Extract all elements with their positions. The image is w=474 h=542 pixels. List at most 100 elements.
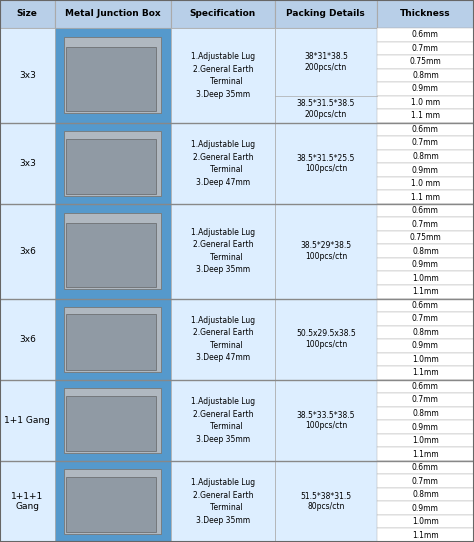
- Text: 38.5*31.5*38.5
200pcs/ctn: 38.5*31.5*38.5 200pcs/ctn: [297, 100, 355, 119]
- Bar: [377, 488, 474, 501]
- Bar: [377, 447, 474, 461]
- Text: 0.6mm: 0.6mm: [412, 382, 439, 391]
- Bar: [377, 95, 474, 109]
- Bar: [171, 28, 275, 122]
- Bar: [377, 474, 474, 488]
- Bar: [55, 0, 171, 28]
- Text: 1.Adjustable Lug
2.General Earth
   Terminal
3.Deep 35mm: 1.Adjustable Lug 2.General Earth Termina…: [191, 478, 255, 525]
- Text: 1.Adjustable Lug
2.General Earth
   Terminal
3.Deep 47mm: 1.Adjustable Lug 2.General Earth Termina…: [191, 140, 255, 186]
- Bar: [377, 217, 474, 231]
- Bar: [64, 37, 161, 113]
- Text: Size: Size: [17, 10, 38, 18]
- Text: 3x3: 3x3: [19, 159, 36, 168]
- Text: 0.6mm: 0.6mm: [412, 30, 439, 39]
- Text: 0.9mm: 0.9mm: [412, 165, 439, 175]
- Bar: [377, 82, 474, 95]
- Bar: [0, 204, 55, 299]
- Text: 51.5*38*31.5
80pcs/ctn: 51.5*38*31.5 80pcs/ctn: [301, 492, 351, 511]
- Text: 1.1 mm: 1.1 mm: [411, 112, 440, 120]
- Text: 50.5x29.5x38.5
100pcs/ctn: 50.5x29.5x38.5 100pcs/ctn: [296, 330, 356, 349]
- Bar: [0, 122, 55, 204]
- Bar: [377, 136, 474, 150]
- Text: 1+1+1
Gang: 1+1+1 Gang: [11, 492, 44, 511]
- Text: 1.Adjustable Lug
2.General Earth
   Terminal
3.Deep 35mm: 1.Adjustable Lug 2.General Earth Termina…: [191, 228, 255, 274]
- Bar: [377, 28, 474, 42]
- Text: 1.Adjustable Lug
2.General Earth
   Terminal
3.Deep 35mm: 1.Adjustable Lug 2.General Earth Termina…: [191, 52, 255, 99]
- Text: 0.75mm: 0.75mm: [410, 233, 441, 242]
- Text: 0.8mm: 0.8mm: [412, 409, 439, 418]
- Text: Packing Details: Packing Details: [286, 10, 365, 18]
- Text: 38*31*38.5
200pcs/ctn: 38*31*38.5 200pcs/ctn: [304, 52, 348, 72]
- Text: 0.7mm: 0.7mm: [412, 220, 439, 229]
- Bar: [171, 461, 275, 542]
- Text: 1.1mm: 1.1mm: [412, 369, 439, 377]
- Bar: [377, 326, 474, 339]
- Bar: [55, 28, 171, 122]
- Bar: [377, 163, 474, 177]
- Text: 38.5*31.5*25.5
100pcs/ctn: 38.5*31.5*25.5 100pcs/ctn: [297, 153, 355, 173]
- Bar: [55, 380, 171, 461]
- Bar: [377, 461, 474, 474]
- Bar: [377, 122, 474, 136]
- Bar: [64, 388, 161, 453]
- Bar: [377, 393, 474, 406]
- Bar: [377, 312, 474, 326]
- Bar: [377, 42, 474, 55]
- Bar: [377, 434, 474, 447]
- Bar: [275, 299, 377, 380]
- Bar: [377, 177, 474, 190]
- Text: 1.Adjustable Lug
2.General Earth
   Terminal
3.Deep 47mm: 1.Adjustable Lug 2.General Earth Termina…: [191, 316, 255, 363]
- Bar: [66, 47, 155, 111]
- Text: 1.Adjustable Lug
2.General Earth
   Terminal
3.Deep 35mm: 1.Adjustable Lug 2.General Earth Termina…: [191, 397, 255, 443]
- Bar: [275, 204, 377, 299]
- Text: 1.0mm: 1.0mm: [412, 436, 439, 445]
- Bar: [0, 461, 55, 542]
- Text: 0.9mm: 0.9mm: [412, 341, 439, 350]
- Text: 0.9mm: 0.9mm: [412, 423, 439, 431]
- Bar: [66, 139, 155, 193]
- Text: Thickness: Thickness: [400, 10, 451, 18]
- Bar: [377, 204, 474, 217]
- Bar: [171, 0, 275, 28]
- Text: 0.7mm: 0.7mm: [412, 44, 439, 53]
- Text: 0.7mm: 0.7mm: [412, 396, 439, 404]
- Bar: [275, 461, 377, 542]
- Text: 1.0 mm: 1.0 mm: [411, 98, 440, 107]
- Text: 0.9mm: 0.9mm: [412, 504, 439, 513]
- Bar: [377, 231, 474, 244]
- Bar: [275, 122, 377, 204]
- Text: 0.6mm: 0.6mm: [412, 463, 439, 472]
- Bar: [171, 122, 275, 204]
- Bar: [377, 515, 474, 528]
- Bar: [377, 285, 474, 299]
- Bar: [66, 396, 155, 451]
- Bar: [55, 461, 171, 542]
- Bar: [377, 258, 474, 272]
- Bar: [377, 0, 474, 28]
- Bar: [377, 272, 474, 285]
- Bar: [377, 55, 474, 69]
- Text: Metal Junction Box: Metal Junction Box: [65, 10, 160, 18]
- Text: 1.1mm: 1.1mm: [412, 287, 439, 296]
- Bar: [377, 244, 474, 258]
- Bar: [377, 501, 474, 515]
- Bar: [0, 299, 55, 380]
- Bar: [377, 150, 474, 163]
- Text: 0.9mm: 0.9mm: [412, 85, 439, 93]
- Text: 0.7mm: 0.7mm: [412, 476, 439, 486]
- Bar: [64, 307, 161, 372]
- Bar: [377, 109, 474, 122]
- Text: 0.6mm: 0.6mm: [412, 125, 439, 134]
- Bar: [171, 299, 275, 380]
- Text: 0.8mm: 0.8mm: [412, 247, 439, 256]
- Text: 38.5*29*38.5
100pcs/ctn: 38.5*29*38.5 100pcs/ctn: [301, 242, 351, 261]
- Bar: [377, 380, 474, 393]
- Text: 0.6mm: 0.6mm: [412, 301, 439, 310]
- Text: 1.1mm: 1.1mm: [412, 531, 439, 540]
- Bar: [377, 339, 474, 353]
- Bar: [0, 0, 55, 28]
- Text: 1.0 mm: 1.0 mm: [411, 179, 440, 188]
- Bar: [55, 122, 171, 204]
- Text: Specification: Specification: [190, 10, 256, 18]
- Bar: [377, 420, 474, 434]
